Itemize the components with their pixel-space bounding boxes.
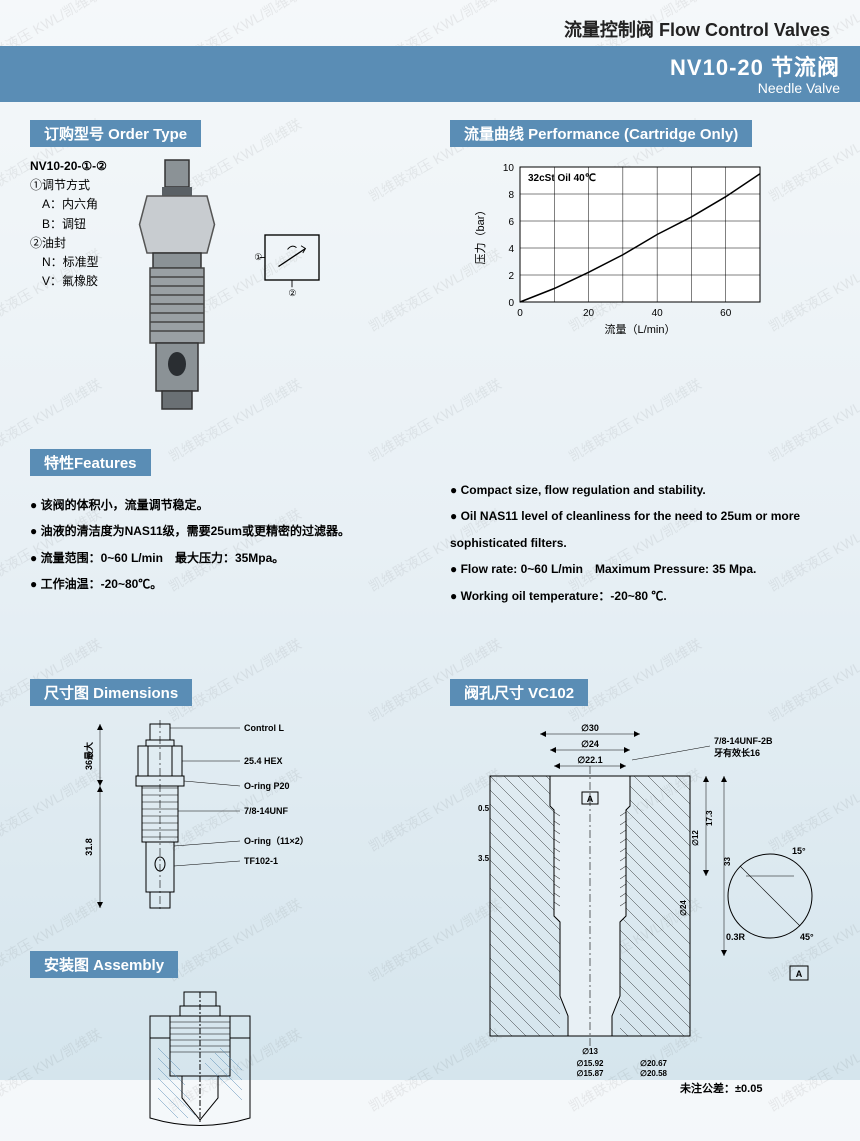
svg-text:0: 0 bbox=[517, 308, 523, 319]
svg-text:牙有效长16: 牙有效长16 bbox=[714, 747, 760, 758]
svg-text:17.3: 17.3 bbox=[705, 810, 714, 826]
model-subtitle: Needle Valve bbox=[20, 80, 840, 96]
svg-text:7/8-14UNF-2B: 7/8-14UNF-2B bbox=[714, 736, 773, 746]
svg-text:31.8: 31.8 bbox=[84, 838, 94, 856]
svg-text:20: 20 bbox=[583, 308, 595, 319]
svg-text:25.4 HEX: 25.4 HEX bbox=[244, 756, 283, 766]
opt2-label: ②油封 bbox=[30, 234, 107, 253]
svg-text:A: A bbox=[587, 794, 594, 804]
performance-chart: 0 2 4 6 8 10 0 20 40 60 32cSt Oil 40℃ 流量（L/min） 压力（b… bbox=[470, 157, 770, 337]
svg-text:60: 60 bbox=[720, 308, 732, 319]
svg-text:7/8-14UNF: 7/8-14UNF bbox=[244, 806, 289, 816]
order-type-header: 订购型号 Order Type bbox=[30, 120, 201, 147]
model-title: NV10-20 节流阀 bbox=[20, 50, 840, 82]
svg-text:∅22.1: ∅22.1 bbox=[577, 755, 602, 765]
assembly-header: 安装图 Assembly bbox=[30, 951, 178, 978]
feature-item: 流量范围：0~60 L/min 最大压力：35Mpa。 bbox=[30, 545, 410, 571]
feature-item: 工作油温：-20~80℃。 bbox=[30, 571, 410, 597]
svg-text:∅24: ∅24 bbox=[679, 900, 688, 916]
svg-text:②: ② bbox=[288, 288, 296, 298]
svg-text:33: 33 bbox=[723, 857, 732, 866]
order-type-text: NV10-20-①-② ①调节方式 A：内六角 B：调钮 ②油封 N：标准型 V… bbox=[30, 157, 107, 291]
svg-text:∅20.67: ∅20.67 bbox=[640, 1059, 668, 1068]
svg-text:10: 10 bbox=[503, 163, 515, 174]
schematic-icon: ① ② bbox=[247, 217, 337, 307]
cavity-header: 阀孔尺寸 VC102 bbox=[450, 679, 588, 706]
opt1-label: ①调节方式 bbox=[30, 176, 107, 195]
title-band: NV10-20 节流阀 Needle Valve bbox=[0, 46, 860, 102]
svg-text:45°: 45° bbox=[800, 932, 814, 942]
svg-text:TF102-1: TF102-1 bbox=[244, 856, 278, 866]
svg-text:压力（bar）: 压力（bar） bbox=[474, 205, 487, 265]
svg-text:6: 6 bbox=[508, 217, 514, 228]
feature-item: 油液的清洁度为NAS11级，需要25um或更精密的过滤器。 bbox=[30, 518, 410, 544]
svg-text:A: A bbox=[796, 969, 803, 979]
svg-text:∅12: ∅12 bbox=[691, 830, 700, 846]
svg-text:Control L: Control L bbox=[244, 723, 284, 733]
svg-text:0.5: 0.5 bbox=[478, 804, 490, 813]
svg-text:2: 2 bbox=[508, 271, 514, 282]
svg-text:∅20.58: ∅20.58 bbox=[640, 1069, 668, 1078]
svg-text:15°: 15° bbox=[792, 846, 806, 856]
valve-photo bbox=[117, 157, 237, 427]
svg-text:8: 8 bbox=[508, 190, 514, 201]
svg-text:4: 4 bbox=[508, 244, 514, 255]
svg-text:∅15.87: ∅15.87 bbox=[577, 1069, 605, 1078]
svg-text:∅30: ∅30 bbox=[581, 723, 599, 733]
features-header: 特性Features bbox=[30, 449, 151, 476]
feature-item: Working oil temperature：-20~80 ℃. bbox=[450, 583, 830, 609]
svg-text:0: 0 bbox=[508, 298, 514, 309]
opt1-b: B：调钮 bbox=[30, 215, 107, 234]
svg-text:流量（L/min）: 流量（L/min） bbox=[605, 322, 676, 336]
order-code: NV10-20-①-② bbox=[30, 157, 107, 176]
opt2-v: V：氟橡胶 bbox=[30, 272, 107, 291]
svg-text:40: 40 bbox=[652, 308, 664, 319]
svg-text:∅15.92: ∅15.92 bbox=[577, 1059, 605, 1068]
svg-text:3.5: 3.5 bbox=[478, 854, 490, 863]
feature-item: Compact size, flow regulation and stabil… bbox=[450, 477, 830, 503]
svg-text:O-ring（11×2）: O-ring（11×2） bbox=[244, 836, 309, 846]
opt2-n: N：标准型 bbox=[30, 253, 107, 272]
category-cn: 流量控制阀 bbox=[564, 20, 654, 40]
svg-text:0.3R: 0.3R bbox=[726, 932, 746, 942]
svg-text:∅24: ∅24 bbox=[581, 739, 599, 749]
page-category: 流量控制阀 Flow Control Valves bbox=[30, 8, 830, 46]
dimensions-header: 尺寸图 Dimensions bbox=[30, 679, 192, 706]
svg-text:32cSt Oil 40℃: 32cSt Oil 40℃ bbox=[528, 173, 596, 184]
category-en: Flow Control Valves bbox=[659, 20, 830, 40]
feature-item: 该阀的体积小，流量调节稳定。 bbox=[30, 492, 410, 518]
opt1-a: A：内六角 bbox=[30, 195, 107, 214]
feature-item: Flow rate: 0~60 L/min Maximum Pressure: … bbox=[450, 556, 830, 582]
features-en-list: Compact size, flow regulation and stabil… bbox=[450, 477, 830, 609]
svg-text:未注公差：±0.05: 未注公差：±0.05 bbox=[679, 1081, 762, 1095]
assembly-drawing bbox=[110, 988, 290, 1128]
svg-text:O-ring P20: O-ring P20 bbox=[244, 781, 290, 791]
feature-item: Oil NAS11 level of cleanliness for the n… bbox=[450, 503, 830, 556]
svg-text:∅13: ∅13 bbox=[582, 1047, 598, 1056]
performance-header: 流量曲线 Performance (Cartridge Only) bbox=[450, 120, 752, 147]
cavity-drawing: ∅30 ∅24 ∅22.1 7/8-14UNF-2B牙有效长16 A 0.5 3.5 17.3… bbox=[450, 716, 830, 1096]
dimension-drawing: Control L 25.4 HEX O-ring P20 7/8-14UNF O-ri… bbox=[30, 716, 410, 936]
features-cn-list: 该阀的体积小，流量调节稳定。油液的清洁度为NAS11级，需要25um或更精密的过… bbox=[30, 492, 410, 598]
svg-text:36最大: 36最大 bbox=[83, 742, 94, 770]
